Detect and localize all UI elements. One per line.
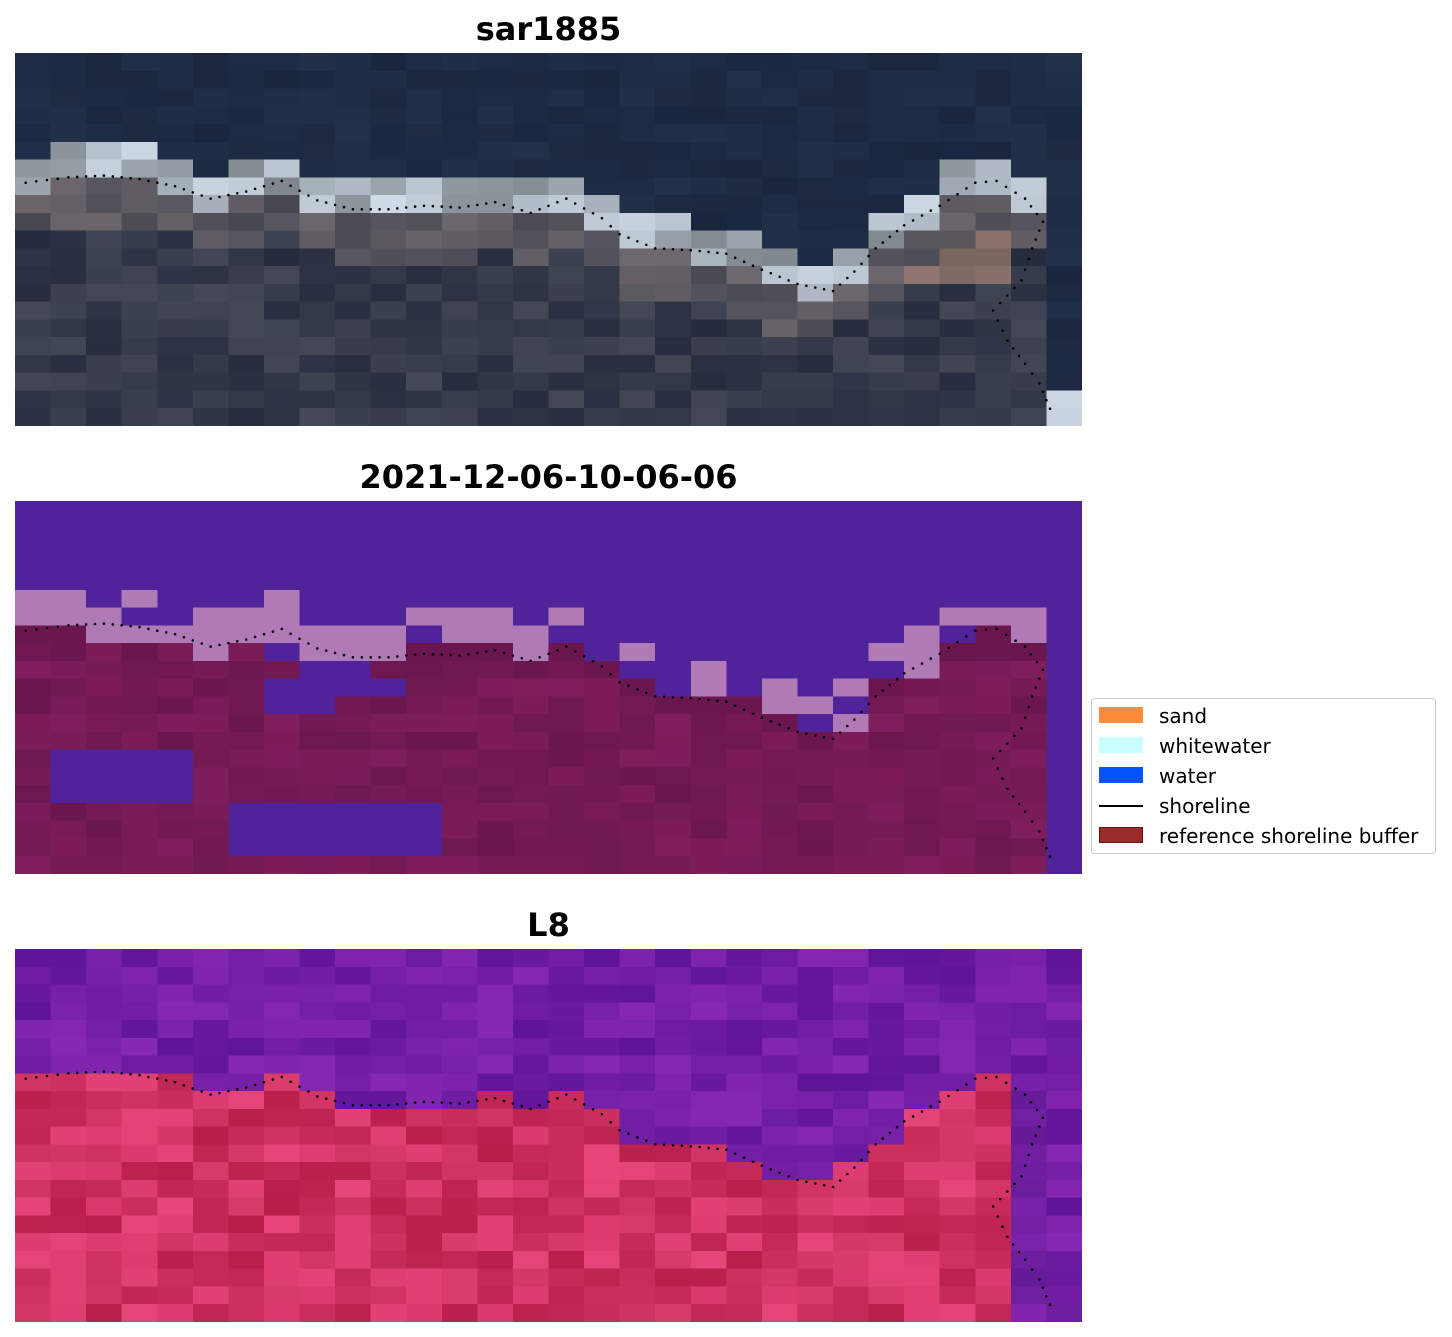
legend-label: water bbox=[1159, 764, 1216, 788]
legend-item-sand: sand bbox=[1092, 704, 1435, 728]
sand-swatch bbox=[1099, 707, 1143, 723]
panel-title-top: sar1885 bbox=[475, 10, 622, 48]
classified-image bbox=[15, 501, 1082, 874]
legend-item-water: water bbox=[1092, 764, 1435, 788]
panel-title-bottom: L8 bbox=[527, 906, 570, 944]
buffer-swatch bbox=[1099, 827, 1143, 843]
legend-label: whitewater bbox=[1159, 734, 1271, 758]
legend-item-reference-buffer: reference shoreline buffer bbox=[1092, 824, 1435, 848]
legend: sand whitewater water shoreline referenc… bbox=[1091, 698, 1436, 854]
whitewater-swatch bbox=[1099, 737, 1143, 753]
legend-label: sand bbox=[1159, 704, 1208, 728]
legend-item-whitewater: whitewater bbox=[1092, 734, 1435, 758]
legend-label: shoreline bbox=[1159, 794, 1251, 818]
shoreline-line-swatch bbox=[1099, 805, 1143, 807]
panel-title-middle: 2021-12-06-10-06-06 bbox=[359, 458, 738, 496]
legend-label: reference shoreline buffer bbox=[1159, 824, 1419, 848]
satellite-rgb-image bbox=[15, 53, 1082, 426]
false-color-image bbox=[15, 949, 1082, 1322]
water-swatch bbox=[1099, 767, 1143, 783]
legend-item-shoreline: shoreline bbox=[1092, 794, 1435, 818]
